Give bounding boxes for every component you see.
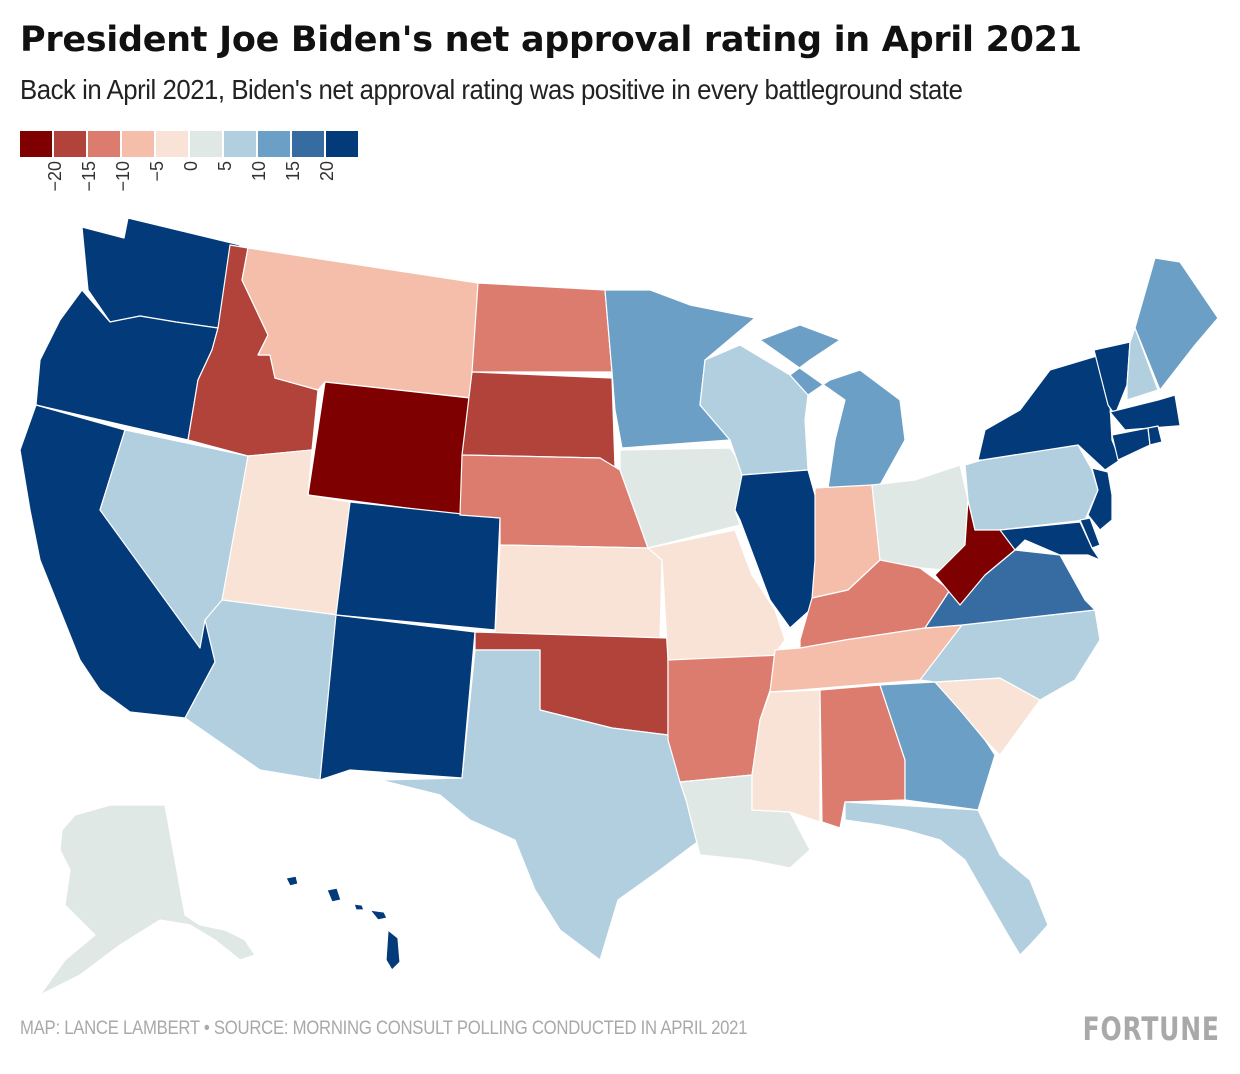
legend-swatch [326,131,358,157]
state-wa[interactable] [81,217,241,329]
legend-swatch [224,131,256,157]
state-nj[interactable] [1087,467,1113,531]
state-mo[interactable] [647,529,786,661]
legend-tick-label: −10 [113,161,133,192]
legend-swatch [292,131,324,157]
state-az[interactable] [184,599,339,781]
state-ct[interactable] [1111,427,1151,461]
us-map [19,217,1219,996]
state-mi[interactable] [759,324,906,489]
state-wy[interactable] [307,381,471,516]
source-credit: MAP: LANCE LAMBERT • SOURCE: MORNING CON… [20,1018,748,1039]
state-mt[interactable] [241,247,479,399]
legend-swatch [156,131,188,157]
state-ri[interactable] [1147,425,1163,446]
state-co[interactable] [335,501,501,631]
state-nm[interactable] [319,614,476,781]
state-md[interactable] [999,521,1101,561]
legend-tick-label: −15 [79,161,99,192]
fortune-logo: FORTUNE [1082,1010,1220,1048]
state-oh[interactable] [871,464,969,571]
state-ak[interactable] [39,804,256,996]
chart-title: President Joe Biden's net approval ratin… [20,20,1082,60]
legend-swatch [88,131,120,157]
state-fl[interactable] [844,801,1049,956]
legend-swatch [190,131,222,157]
legend-tick-label: 5 [215,161,235,172]
legend-tick-label: 10 [249,161,269,182]
state-nh[interactable] [1126,327,1159,401]
legend-swatch [122,131,154,157]
state-tx[interactable] [379,649,701,961]
state-ma[interactable] [1109,394,1191,431]
state-ny[interactable] [977,354,1121,471]
state-ks[interactable] [494,544,663,639]
color-legend: −20 −15 −10 −5 0 5 10 15 20 [20,131,360,211]
legend-tick-label: 20 [317,161,337,182]
legend-swatch [20,131,52,157]
state-hi[interactable] [285,875,401,971]
state-sd[interactable] [461,371,616,469]
legend-tick-label: −20 [45,161,65,192]
state-wi[interactable] [699,344,809,476]
state-nd[interactable] [471,282,613,373]
legend-tick-label: −5 [147,161,167,182]
state-vt[interactable] [1093,341,1131,416]
state-me[interactable] [1134,257,1219,391]
legend-swatch [54,131,86,157]
legend-swatch [258,131,290,157]
legend-tick-label: 15 [283,161,303,182]
legend-tick-label: 0 [181,161,201,172]
chart-subtitle: Back in April 2021, Biden's net approval… [20,74,963,105]
